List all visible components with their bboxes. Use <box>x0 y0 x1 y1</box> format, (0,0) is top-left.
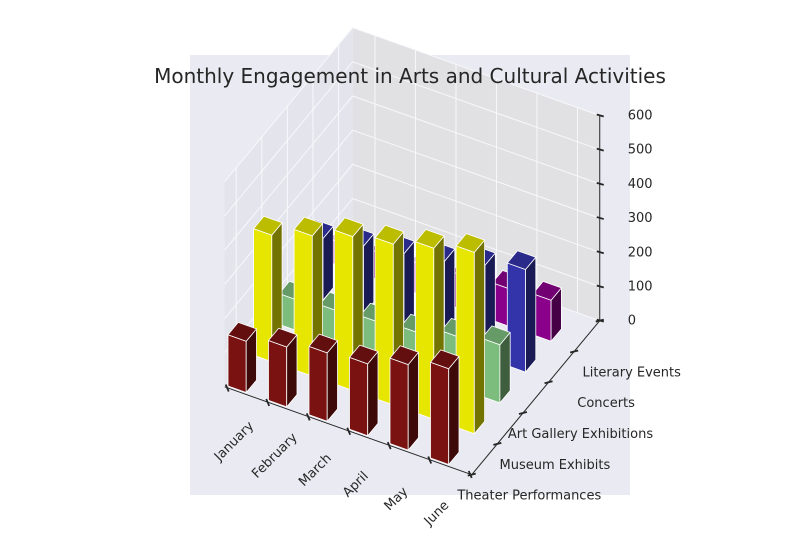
bar <box>506 250 537 373</box>
bar <box>455 233 486 435</box>
bar-top-face <box>334 217 364 238</box>
bar-top-face <box>389 345 419 366</box>
axes <box>224 113 604 479</box>
z-tick <box>596 181 604 186</box>
bars <box>227 215 562 465</box>
bar <box>308 333 338 422</box>
x-tick-label: June <box>421 498 452 529</box>
x-tick <box>224 384 230 392</box>
bar-front-face <box>268 340 288 408</box>
bar-top-face <box>506 250 537 270</box>
bar-side-face <box>367 351 379 437</box>
bar <box>349 344 379 437</box>
bar <box>227 321 257 393</box>
y-tick-label: Art Gallery Exhibitions <box>508 427 653 442</box>
bar <box>389 345 419 451</box>
bar-front-face <box>430 361 450 465</box>
z-gridline <box>224 61 600 217</box>
z-tick <box>596 216 604 220</box>
x-tick <box>305 412 311 421</box>
y-tick-label: Museum Exhibits <box>500 458 611 473</box>
bar-top-face <box>415 229 445 249</box>
bar-front-face <box>227 334 247 393</box>
bar <box>334 217 364 391</box>
z-gridline <box>224 27 600 182</box>
bar-side-face <box>407 351 419 451</box>
bar <box>481 325 511 404</box>
z-tick-label: 200 <box>628 245 653 260</box>
z-tick-label: 600 <box>628 108 653 123</box>
bar-side-face <box>326 340 338 422</box>
y-tick <box>518 411 528 415</box>
bar-top-face <box>349 344 379 365</box>
bar-top-face <box>455 233 486 253</box>
bar <box>268 327 298 408</box>
y-tick-label: Literary Events <box>582 365 681 380</box>
y-axis-line <box>471 320 601 475</box>
bar-side-face <box>473 239 486 435</box>
z-tick-label: 400 <box>628 177 653 192</box>
bar-side-face <box>322 225 334 301</box>
y-tick <box>493 441 502 446</box>
bar-top-face <box>253 215 283 236</box>
z-tick <box>596 250 604 255</box>
y-tick-label: Theater Performances <box>456 489 601 504</box>
x-tick <box>386 441 392 450</box>
z-tick-label: 0 <box>628 314 636 329</box>
bar-top-face <box>227 321 257 342</box>
z-tick <box>596 147 604 152</box>
z-tick <box>596 318 604 323</box>
y-tick <box>569 349 579 354</box>
bar-top-face <box>374 224 405 245</box>
y-tick <box>544 380 553 385</box>
bar-side-face <box>363 233 375 315</box>
bar-front-face <box>349 356 369 437</box>
bar-top-face <box>481 325 511 346</box>
bar <box>430 349 460 465</box>
z-tick-label: 300 <box>628 211 653 226</box>
bar <box>253 215 283 363</box>
bar-top-face <box>268 327 298 348</box>
bar-front-face <box>389 357 409 451</box>
bar-top-face <box>293 216 324 237</box>
x-tick <box>265 398 271 407</box>
y-tick <box>467 472 476 477</box>
x-tick <box>427 456 433 464</box>
z-tick-label: 500 <box>628 143 653 158</box>
bar-side-face <box>448 355 460 465</box>
z-gridline <box>224 95 600 251</box>
z-tick-label: 100 <box>628 279 653 294</box>
bar-top-face <box>308 333 338 354</box>
bar-side-face <box>525 256 537 373</box>
bar-top-face <box>532 280 562 301</box>
bar-top-face <box>430 349 460 370</box>
bar <box>532 280 562 342</box>
chart-title: Monthly Engagement in Arts and Cultural … <box>154 64 666 88</box>
x-tick <box>346 427 352 436</box>
z-tick <box>596 284 604 289</box>
bar-front-face <box>308 345 328 422</box>
y-tick-label: Concerts <box>577 396 635 411</box>
z-tick <box>596 113 604 118</box>
